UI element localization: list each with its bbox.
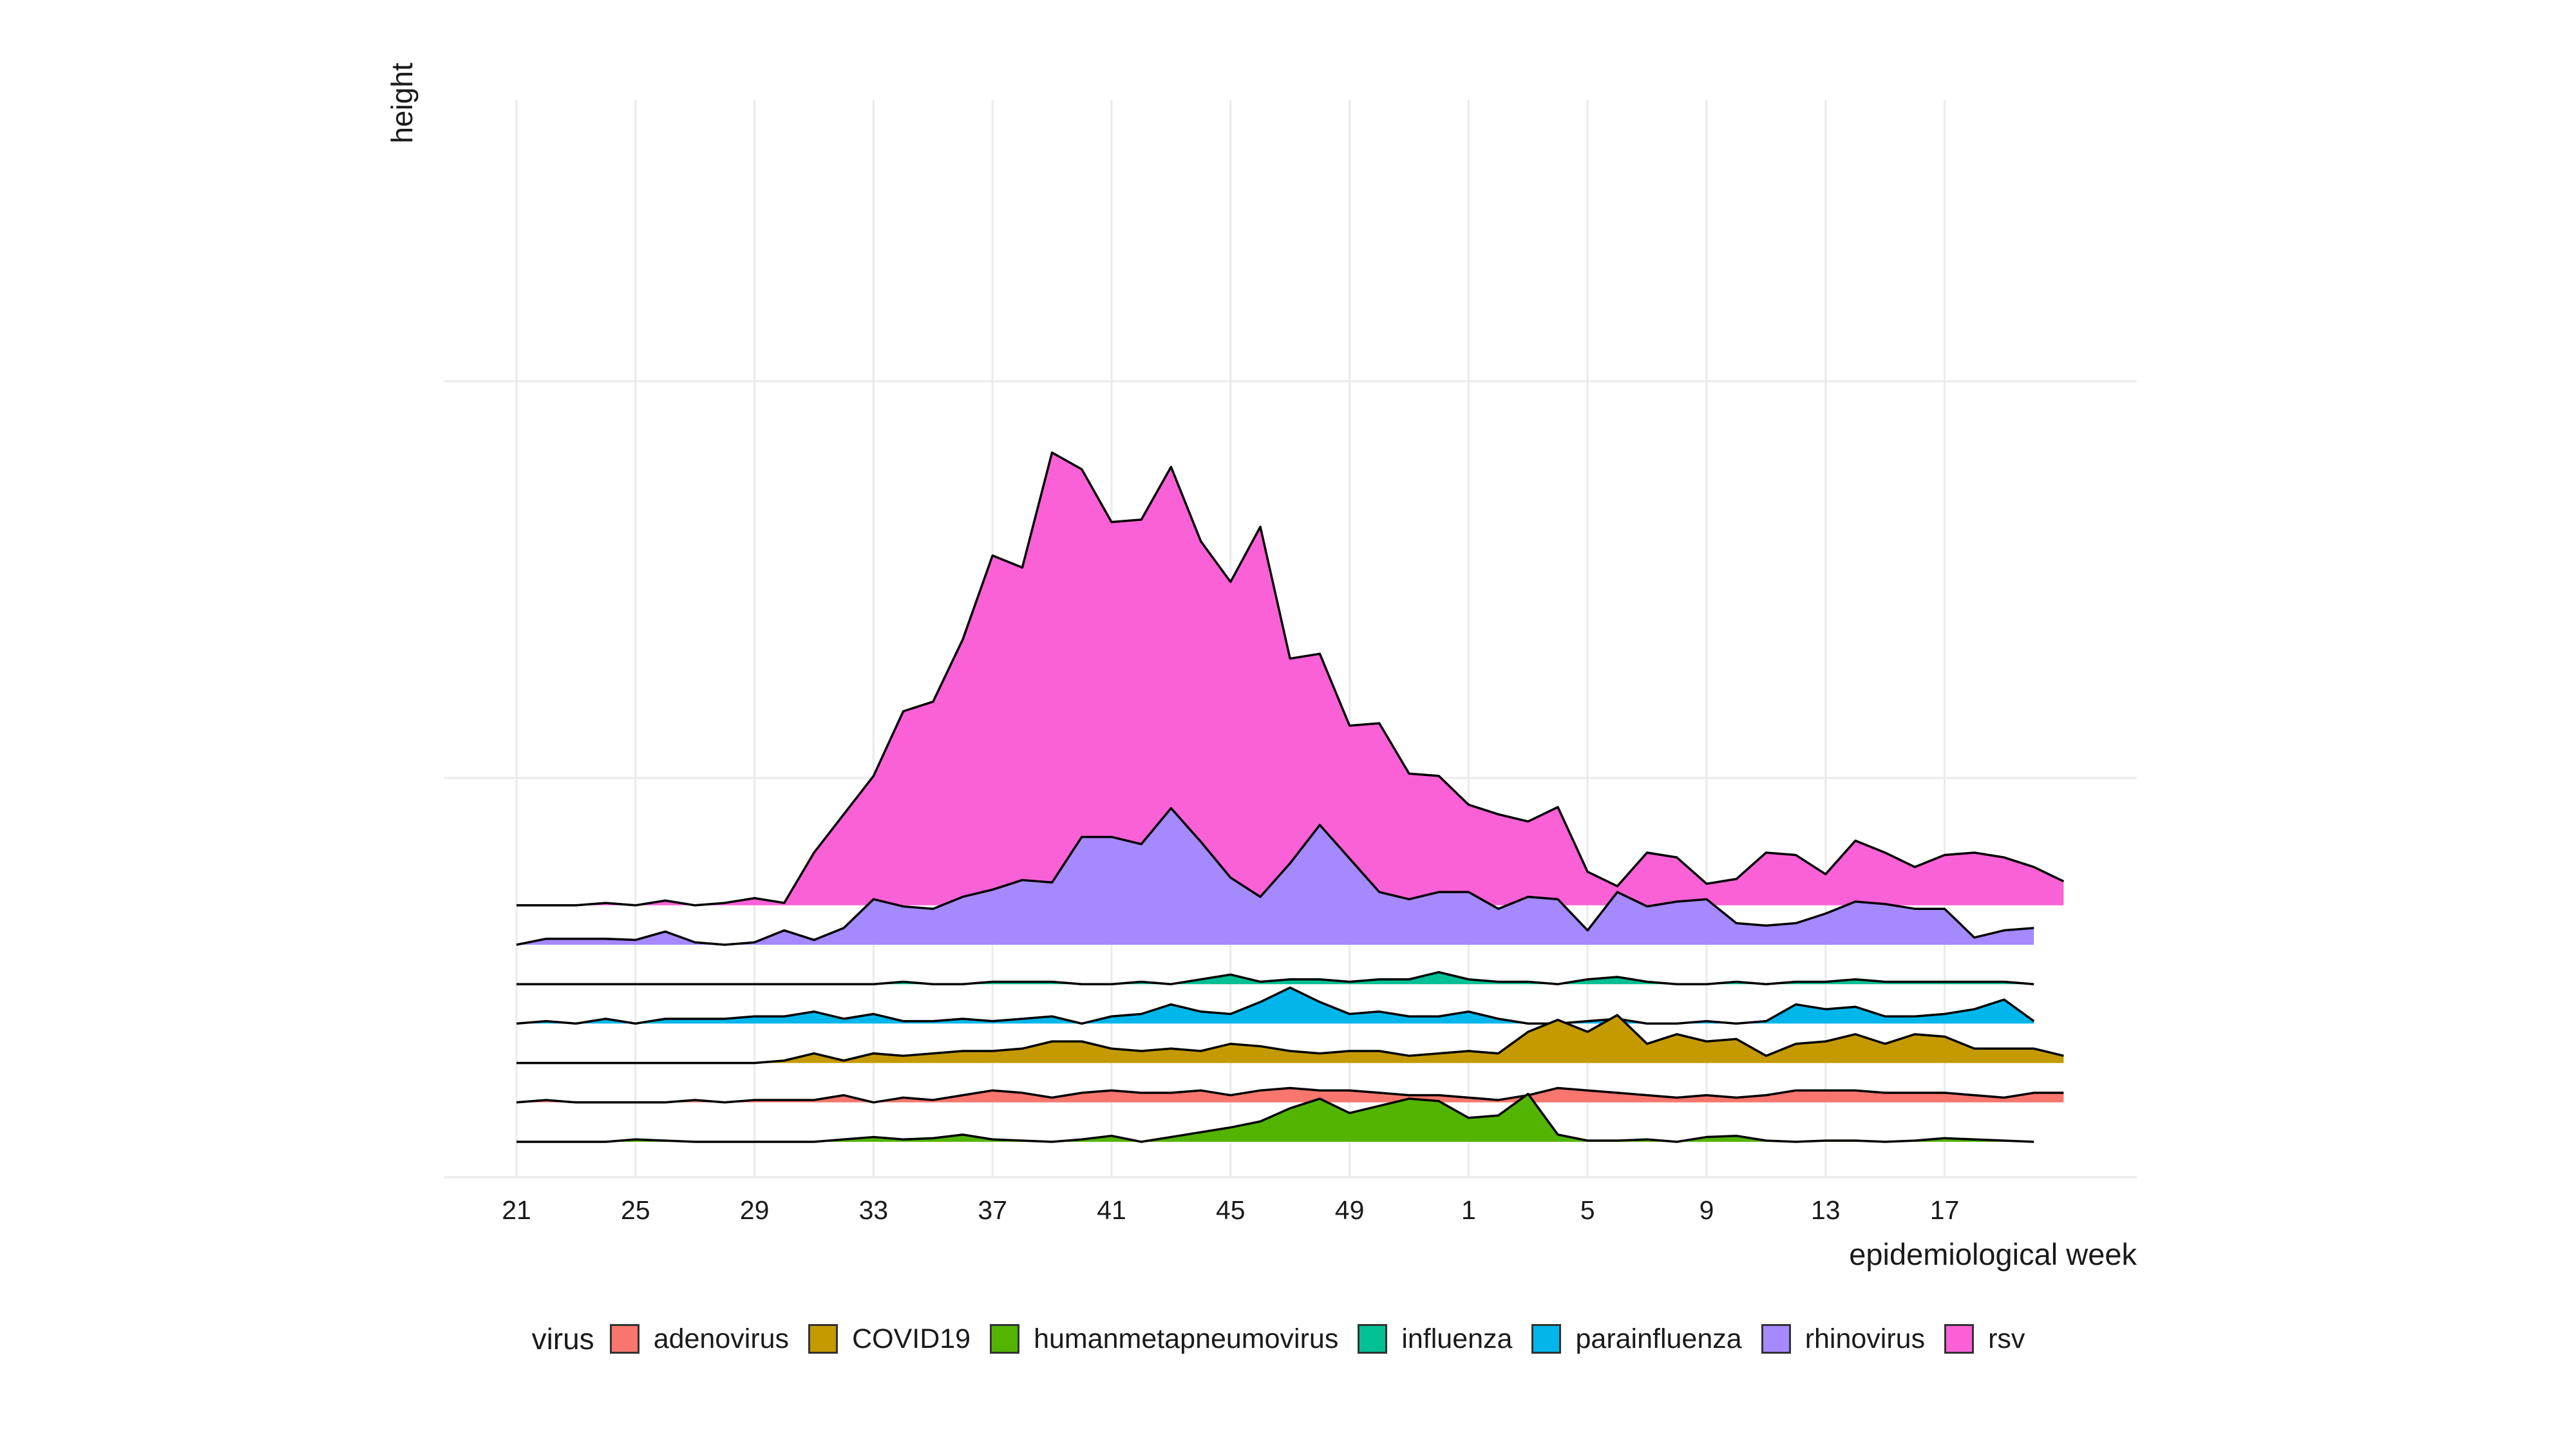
legend-item-adenovirus: adenovirus bbox=[609, 1323, 790, 1355]
x-tick-37: 37 bbox=[978, 1195, 1007, 1225]
series-areas bbox=[516, 451, 2065, 1143]
legend-label-rsv: rsv bbox=[1988, 1323, 2025, 1354]
legend-item-rsv: rsv bbox=[1944, 1323, 2025, 1355]
outline-humanmetapneumovirus bbox=[516, 1092, 2034, 1143]
x-tick-41: 41 bbox=[1097, 1195, 1126, 1225]
x-tick-21: 21 bbox=[502, 1195, 531, 1225]
legend-swatch-adenovirus bbox=[609, 1324, 639, 1354]
legend-swatch-rsv bbox=[1944, 1324, 1975, 1354]
x-tick-49: 49 bbox=[1335, 1195, 1365, 1225]
legend-label-influenza: influenza bbox=[1401, 1323, 1513, 1354]
legend-label-humanmetapneumovirus: humanmetapneumovirus bbox=[1034, 1323, 1339, 1354]
area-influenza bbox=[516, 972, 2034, 985]
area-rhinovirus bbox=[516, 808, 2034, 945]
legend-swatch-influenza bbox=[1358, 1324, 1388, 1354]
legend-item-influenza: influenza bbox=[1358, 1323, 1512, 1355]
outline-influenza bbox=[516, 971, 2034, 985]
y-axis-label: height bbox=[385, 62, 419, 144]
area-adenovirus bbox=[516, 1088, 2064, 1103]
x-tick-1: 1 bbox=[1461, 1195, 1476, 1225]
legend-swatch-rhinovirus bbox=[1761, 1324, 1791, 1354]
outline-rsv bbox=[516, 451, 2065, 907]
x-tick-5: 5 bbox=[1580, 1195, 1595, 1225]
outline-COVID19 bbox=[516, 1014, 2064, 1065]
outline-adenovirus bbox=[516, 1086, 2064, 1104]
legend-label-rhinovirus: rhinovirus bbox=[1804, 1323, 1926, 1354]
x-tick-9: 9 bbox=[1700, 1195, 1714, 1225]
legend-title: virus bbox=[531, 1322, 594, 1356]
x-tick-25: 25 bbox=[621, 1195, 650, 1225]
x-tick-29: 29 bbox=[740, 1195, 770, 1225]
area-parainfluenza bbox=[516, 987, 2034, 1024]
x-tick-33: 33 bbox=[859, 1195, 889, 1225]
legend-label-parainfluenza: parainfluenza bbox=[1575, 1323, 1742, 1354]
legend-swatch-covid19 bbox=[808, 1324, 838, 1354]
outline-parainfluenza bbox=[516, 986, 2035, 1025]
area-COVID19 bbox=[516, 1015, 2064, 1063]
x-tick-45: 45 bbox=[1216, 1195, 1245, 1225]
legend-label-adenovirus: adenovirus bbox=[653, 1323, 790, 1354]
x-axis-label: epidemiological week bbox=[1849, 1237, 2137, 1271]
area-humanmetapneumovirus bbox=[516, 1094, 2034, 1142]
legend-item-parainfluenza: parainfluenza bbox=[1531, 1323, 1742, 1355]
legend-item-covid19: COVID19 bbox=[808, 1323, 971, 1355]
legend: virus adenovirus COVID19 humanmetapneumo… bbox=[0, 1321, 2576, 1356]
x-tick-17: 17 bbox=[1930, 1195, 1960, 1225]
legend-label-covid19: COVID19 bbox=[852, 1323, 971, 1354]
x-tick-13: 13 bbox=[1811, 1195, 1841, 1225]
x-tick-labels: 21 25 29 33 37 41 45 49 1 5 9 13 17 bbox=[502, 1195, 1959, 1225]
legend-swatch-parainfluenza bbox=[1531, 1324, 1562, 1354]
outline-rhinovirus bbox=[516, 807, 2034, 946]
legend-item-humanmetapneumovirus: humanmetapneumovirus bbox=[990, 1323, 1338, 1355]
area-rsv bbox=[516, 452, 2064, 905]
legend-swatch-humanmetapneumovirus bbox=[990, 1324, 1020, 1354]
legend-item-rhinovirus: rhinovirus bbox=[1761, 1323, 1925, 1355]
